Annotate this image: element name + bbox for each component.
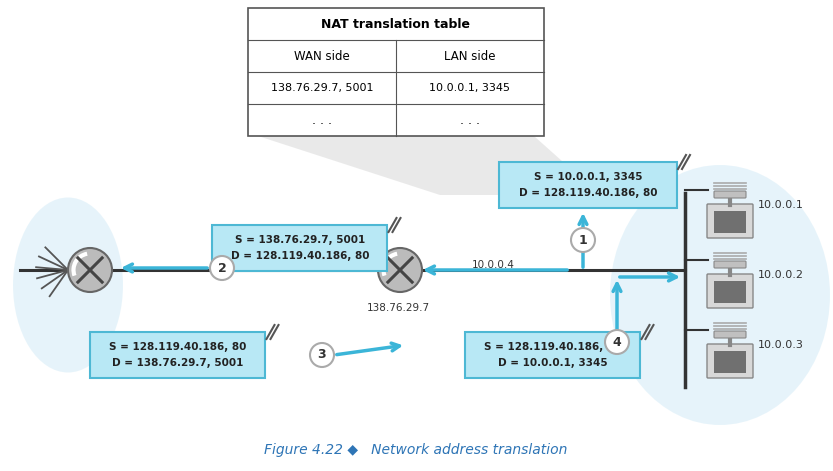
Text: S = 10.0.0.1, 3345
D = 128.119.40.186, 80: S = 10.0.0.1, 3345 D = 128.119.40.186, 8…	[519, 172, 657, 198]
Text: S = 138.76.29.7, 5001
D = 128.119.40.186, 80: S = 138.76.29.7, 5001 D = 128.119.40.186…	[231, 236, 369, 260]
Text: 138.76.29.7: 138.76.29.7	[367, 303, 430, 313]
Text: WAN side: WAN side	[294, 49, 350, 63]
FancyBboxPatch shape	[714, 331, 746, 338]
Text: 10.0.0.1, 3345: 10.0.0.1, 3345	[430, 83, 511, 93]
Circle shape	[210, 256, 234, 280]
FancyBboxPatch shape	[714, 211, 746, 233]
FancyBboxPatch shape	[212, 225, 387, 271]
Circle shape	[68, 248, 112, 292]
Circle shape	[571, 228, 595, 252]
Ellipse shape	[610, 165, 830, 425]
Circle shape	[310, 343, 334, 367]
Text: 3: 3	[317, 349, 327, 362]
Text: 10.0.0.4: 10.0.0.4	[472, 260, 515, 270]
Text: . . .: . . .	[312, 114, 332, 127]
FancyBboxPatch shape	[499, 162, 677, 208]
Circle shape	[378, 248, 422, 292]
FancyBboxPatch shape	[91, 332, 266, 378]
FancyBboxPatch shape	[466, 332, 641, 378]
Text: NAT translation table: NAT translation table	[322, 17, 471, 31]
Text: S = 128.119.40.186, 80
D = 138.76.29.7, 5001: S = 128.119.40.186, 80 D = 138.76.29.7, …	[109, 342, 247, 367]
Text: 10.0.0.1: 10.0.0.1	[758, 200, 804, 210]
Text: 1: 1	[579, 234, 587, 246]
Text: Figure 4.22 ◆   Network address translation: Figure 4.22 ◆ Network address translatio…	[264, 443, 567, 457]
Text: 10.0.0.2: 10.0.0.2	[758, 270, 804, 280]
Text: 138.76.29.7, 5001: 138.76.29.7, 5001	[271, 83, 373, 93]
Text: 10.0.0.3: 10.0.0.3	[758, 340, 804, 350]
FancyBboxPatch shape	[714, 261, 746, 268]
FancyBboxPatch shape	[714, 351, 746, 373]
Circle shape	[605, 330, 629, 354]
FancyBboxPatch shape	[707, 344, 753, 378]
FancyBboxPatch shape	[707, 274, 753, 308]
Text: 2: 2	[217, 261, 227, 275]
Text: S = 128.119.40.186, 80
D = 10.0.0.1, 3345: S = 128.119.40.186, 80 D = 10.0.0.1, 334…	[484, 342, 621, 367]
Text: LAN side: LAN side	[444, 49, 496, 63]
Text: . . .: . . .	[460, 114, 480, 127]
FancyBboxPatch shape	[248, 8, 544, 136]
Ellipse shape	[13, 197, 123, 373]
Text: 4: 4	[612, 335, 621, 349]
FancyBboxPatch shape	[714, 281, 746, 303]
FancyBboxPatch shape	[714, 191, 746, 198]
FancyBboxPatch shape	[707, 204, 753, 238]
Polygon shape	[258, 136, 600, 195]
